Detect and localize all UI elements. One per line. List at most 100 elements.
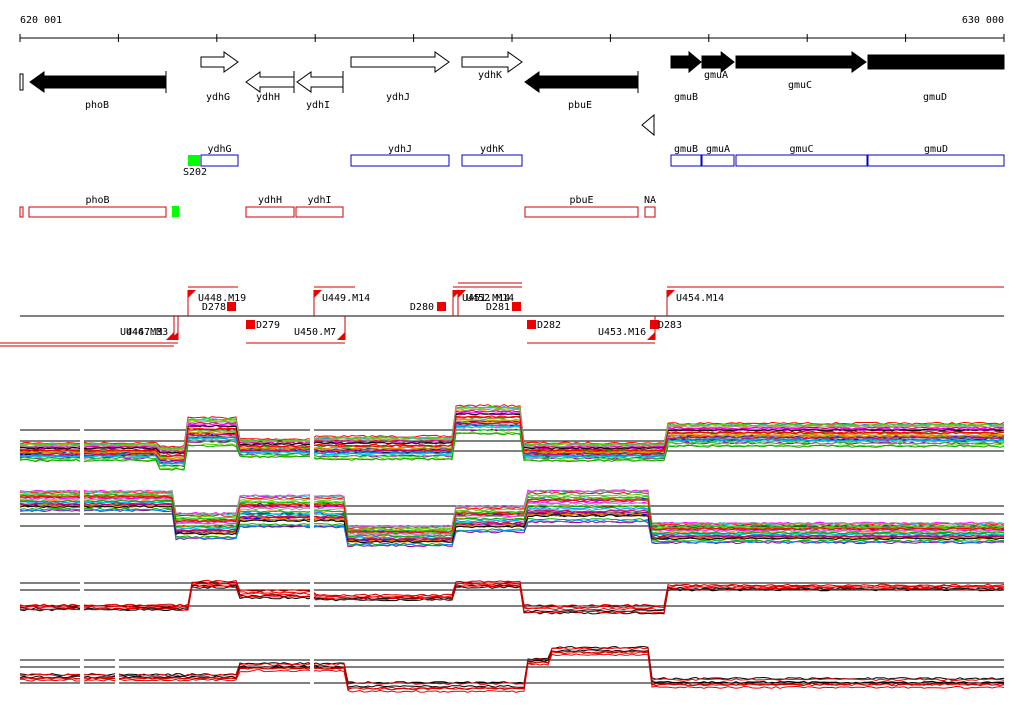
gene-label: gmuB	[674, 92, 698, 103]
flag	[188, 290, 196, 298]
expression-trace	[19, 653, 1005, 693]
expression-trace	[19, 650, 1005, 690]
forward-segment	[867, 154, 1005, 167]
segment-label: ydhH	[258, 195, 282, 206]
forward-segment	[735, 154, 868, 167]
site-box	[188, 155, 200, 166]
gene-arrow	[350, 51, 450, 73]
gene-arrow	[296, 71, 344, 93]
flag	[458, 290, 466, 298]
flag	[314, 290, 322, 298]
downshift	[437, 302, 446, 311]
expression-trace	[19, 421, 1005, 463]
forward-segment	[200, 154, 239, 167]
forward-segment	[461, 154, 523, 167]
expression-trace	[19, 582, 1005, 611]
gene-arrow	[29, 71, 167, 93]
expression-trace	[19, 504, 1005, 543]
expression-trace	[20, 408, 1005, 451]
expression-trace	[19, 505, 1005, 544]
expression-trace	[19, 432, 1005, 471]
reverse-segment	[524, 206, 639, 218]
expression-trace	[19, 585, 1005, 614]
gene-arrow	[867, 54, 1005, 70]
reverse-segment	[28, 206, 167, 218]
downshift	[527, 320, 536, 329]
downshift-label: D281	[486, 302, 510, 313]
gene-arrow	[245, 71, 295, 93]
gene-arrow	[735, 51, 867, 73]
site-label: S202	[183, 167, 207, 178]
expression-trace	[19, 507, 1005, 546]
downshift	[227, 302, 236, 311]
flag	[166, 332, 174, 340]
upshift-label: U447.M3	[126, 327, 168, 338]
gene-label: gmuC	[788, 80, 812, 91]
site-box	[172, 206, 179, 217]
terminator	[641, 113, 655, 137]
scale-end: 630 000	[962, 15, 1004, 26]
expression-trace	[19, 584, 1005, 613]
expression-trace	[20, 489, 1005, 528]
downshift-label: D283	[658, 320, 682, 331]
gene-arrow	[701, 50, 735, 74]
segment-label: ydhJ	[388, 144, 412, 155]
upshift-label: U449.M14	[322, 293, 370, 304]
flag	[647, 332, 655, 340]
expression-trace	[19, 493, 1005, 532]
data-gap	[115, 650, 119, 700]
gene-label: gmuA	[704, 70, 728, 81]
expression-trace	[19, 492, 1005, 531]
upshift-label: U450.M7	[294, 327, 336, 338]
expression-trace	[19, 579, 1005, 607]
expression-trace	[19, 499, 1005, 538]
downshift	[246, 320, 255, 329]
downshift	[650, 320, 659, 329]
gene-arrow	[461, 51, 523, 73]
gene-label: ydhG	[206, 92, 230, 103]
downshift-label: D278	[202, 302, 226, 313]
expression-trace	[19, 502, 1005, 541]
gene-label: ydhK	[478, 70, 502, 81]
segment-label: gmuD	[924, 144, 948, 155]
upshift-label: U451.M14	[462, 293, 510, 304]
reverse-segment	[295, 206, 344, 218]
upshift-label: U454.M14	[676, 293, 724, 304]
upshift-label: U452.M14	[466, 293, 514, 304]
expression-trace	[19, 501, 1005, 540]
reverse-segment	[245, 206, 295, 218]
data-gap	[80, 400, 84, 710]
downshift-label: D279	[256, 320, 280, 331]
gene-label: phoB	[85, 100, 109, 111]
gene-stub	[19, 73, 24, 91]
upshift-label: U453.M16	[598, 327, 646, 338]
gene-arrow	[670, 50, 702, 74]
data-gap	[310, 400, 314, 710]
scale-start: 620 001	[20, 15, 62, 26]
segment-label: phoB	[85, 195, 109, 206]
segment-label: pbuE	[569, 195, 593, 206]
segment-label: gmuC	[789, 144, 813, 155]
downshift-label: D280	[410, 302, 434, 313]
gene-arrow	[200, 51, 239, 73]
forward-segment	[350, 154, 450, 167]
expression-trace	[19, 649, 1005, 688]
downshift	[512, 302, 521, 311]
expression-trace	[19, 508, 1005, 547]
expression-trace	[19, 495, 1005, 534]
gene-label: gmuD	[923, 92, 947, 103]
gene-label: ydhJ	[386, 92, 410, 103]
segment-label: NA	[644, 195, 656, 206]
reverse-segment	[644, 206, 656, 218]
flag	[667, 290, 675, 298]
gene-label: ydhH	[256, 92, 280, 103]
segment-label: gmuB	[674, 144, 698, 155]
upshift-label: U448.M19	[198, 293, 246, 304]
upshift-label: U446.M3	[120, 327, 162, 338]
flag	[337, 332, 345, 340]
gene-label: ydhI	[306, 100, 330, 111]
expression-trace	[19, 497, 1005, 536]
expression-trace	[19, 428, 1005, 468]
segment-label: ydhK	[480, 144, 504, 155]
